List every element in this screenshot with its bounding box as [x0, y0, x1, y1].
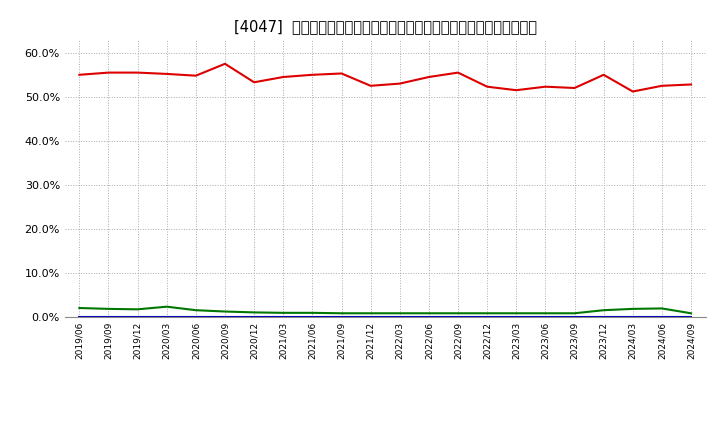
繰延税金資産: [104, 306, 113, 312]
繰延税金資産: [337, 311, 346, 316]
のれん: [599, 314, 608, 319]
自己資本: [483, 84, 492, 89]
自己資本: [395, 81, 404, 86]
繰延税金資産: [483, 311, 492, 316]
のれん: [104, 314, 113, 319]
繰延税金資産: [395, 311, 404, 316]
繰延税金資産: [366, 311, 375, 316]
繰延税金資産: [512, 311, 521, 316]
繰延税金資産: [163, 304, 171, 309]
のれん: [541, 314, 550, 319]
Line: 繰延税金資産: 繰延税金資産: [79, 307, 691, 313]
自己資本: [599, 72, 608, 77]
自己資本: [220, 61, 229, 66]
繰延税金資産: [570, 311, 579, 316]
のれん: [366, 314, 375, 319]
繰延税金資産: [279, 310, 287, 315]
のれん: [75, 314, 84, 319]
自己資本: [512, 88, 521, 93]
自己資本: [541, 84, 550, 89]
繰延税金資産: [687, 311, 696, 316]
のれん: [687, 314, 696, 319]
のれん: [512, 314, 521, 319]
自己資本: [308, 72, 317, 77]
自己資本: [657, 83, 666, 88]
繰延税金資産: [541, 311, 550, 316]
のれん: [337, 314, 346, 319]
Title: [4047]  自己資本、のれん、繰延税金資産の総資産に対する比率の推移: [4047] 自己資本、のれん、繰延税金資産の総資産に対する比率の推移: [234, 19, 536, 34]
のれん: [483, 314, 492, 319]
繰延税金資産: [629, 306, 637, 312]
繰延税金資産: [425, 311, 433, 316]
自己資本: [425, 74, 433, 80]
繰延税金資産: [657, 306, 666, 311]
のれん: [454, 314, 462, 319]
自己資本: [629, 89, 637, 94]
自己資本: [570, 85, 579, 91]
繰延税金資産: [454, 311, 462, 316]
のれん: [308, 314, 317, 319]
自己資本: [192, 73, 200, 78]
自己資本: [337, 71, 346, 76]
自己資本: [687, 82, 696, 87]
自己資本: [75, 72, 84, 77]
のれん: [279, 314, 287, 319]
自己資本: [279, 74, 287, 80]
のれん: [220, 314, 229, 319]
Line: 自己資本: 自己資本: [79, 64, 691, 92]
繰延税金資産: [192, 308, 200, 313]
自己資本: [454, 70, 462, 75]
のれん: [425, 314, 433, 319]
自己資本: [104, 70, 113, 75]
繰延税金資産: [220, 309, 229, 314]
自己資本: [366, 83, 375, 88]
のれん: [629, 314, 637, 319]
のれん: [192, 314, 200, 319]
自己資本: [133, 70, 142, 75]
のれん: [133, 314, 142, 319]
のれん: [250, 314, 258, 319]
繰延税金資産: [250, 310, 258, 315]
自己資本: [163, 71, 171, 77]
繰延税金資産: [599, 308, 608, 313]
繰延税金資産: [308, 310, 317, 315]
のれん: [163, 314, 171, 319]
繰延税金資産: [133, 307, 142, 312]
自己資本: [250, 80, 258, 85]
繰延税金資産: [75, 305, 84, 311]
のれん: [395, 314, 404, 319]
のれん: [570, 314, 579, 319]
のれん: [657, 314, 666, 319]
